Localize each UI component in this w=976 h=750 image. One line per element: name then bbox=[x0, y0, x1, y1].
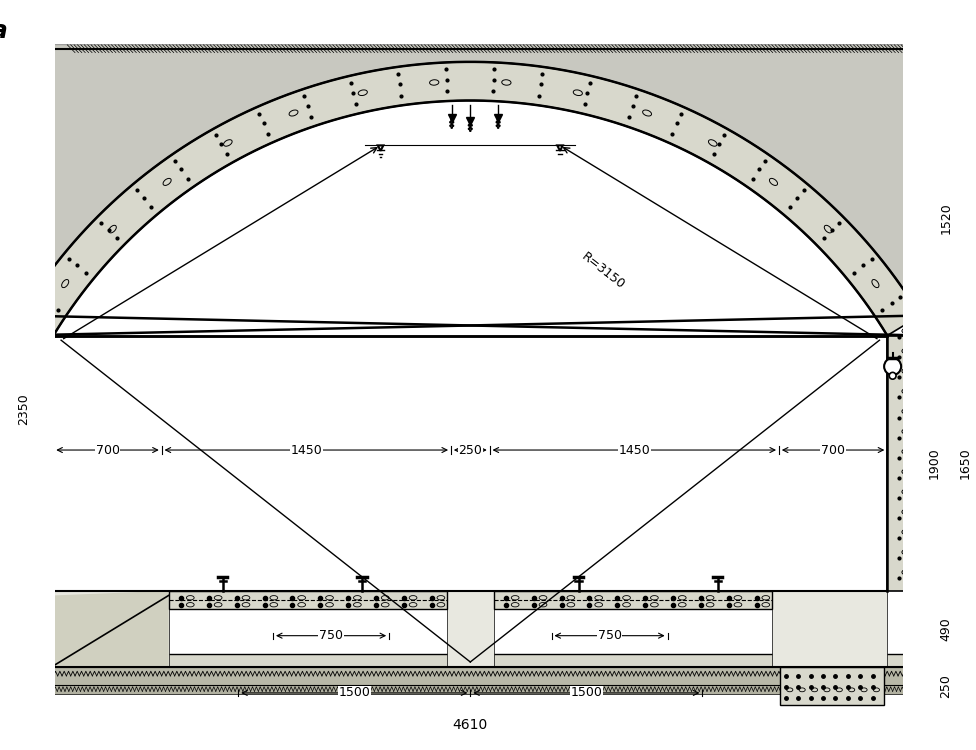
Text: 1450: 1450 bbox=[619, 443, 650, 457]
Circle shape bbox=[452, 125, 454, 127]
Circle shape bbox=[498, 124, 499, 125]
Polygon shape bbox=[15, 335, 54, 591]
Text: 1900: 1900 bbox=[928, 447, 941, 479]
Polygon shape bbox=[169, 591, 447, 610]
Circle shape bbox=[468, 128, 469, 130]
Polygon shape bbox=[887, 335, 926, 591]
Text: 1520: 1520 bbox=[940, 202, 953, 234]
Circle shape bbox=[470, 128, 472, 130]
Text: 1500: 1500 bbox=[339, 686, 370, 700]
Circle shape bbox=[469, 130, 470, 131]
Circle shape bbox=[469, 122, 471, 124]
Circle shape bbox=[499, 122, 500, 123]
Circle shape bbox=[450, 125, 451, 127]
Text: 750: 750 bbox=[319, 629, 343, 642]
Circle shape bbox=[499, 125, 500, 127]
Circle shape bbox=[468, 124, 469, 126]
Polygon shape bbox=[55, 2, 903, 748]
Polygon shape bbox=[447, 591, 494, 667]
Polygon shape bbox=[54, 591, 169, 666]
Polygon shape bbox=[10, 667, 930, 686]
Text: 700: 700 bbox=[821, 443, 845, 457]
Text: 1500: 1500 bbox=[570, 686, 602, 700]
Text: 1450: 1450 bbox=[291, 443, 322, 457]
Text: 700: 700 bbox=[96, 443, 119, 457]
Polygon shape bbox=[0, 679, 956, 694]
Circle shape bbox=[470, 124, 472, 126]
Polygon shape bbox=[54, 591, 169, 667]
Circle shape bbox=[884, 358, 901, 375]
Text: 2350: 2350 bbox=[18, 393, 30, 425]
Text: 250: 250 bbox=[940, 674, 953, 698]
Circle shape bbox=[452, 122, 454, 123]
Circle shape bbox=[889, 372, 896, 380]
Polygon shape bbox=[12, 667, 929, 679]
Circle shape bbox=[451, 124, 453, 125]
Polygon shape bbox=[20, 62, 920, 335]
Text: 750: 750 bbox=[597, 629, 622, 642]
Polygon shape bbox=[780, 667, 884, 705]
Polygon shape bbox=[494, 591, 772, 610]
Circle shape bbox=[497, 119, 499, 121]
Circle shape bbox=[498, 127, 499, 128]
Polygon shape bbox=[772, 591, 887, 667]
Polygon shape bbox=[20, 45, 920, 316]
Text: 490: 490 bbox=[940, 616, 953, 640]
Circle shape bbox=[496, 125, 498, 127]
Circle shape bbox=[451, 127, 452, 128]
Circle shape bbox=[450, 122, 451, 123]
Text: 4610: 4610 bbox=[453, 718, 488, 733]
Text: R=3150: R=3150 bbox=[579, 251, 627, 292]
Circle shape bbox=[496, 122, 498, 123]
Polygon shape bbox=[0, 304, 15, 676]
Text: 1650: 1650 bbox=[958, 447, 972, 479]
Circle shape bbox=[451, 119, 453, 121]
Circle shape bbox=[469, 127, 471, 128]
Text: 250: 250 bbox=[459, 443, 482, 457]
Polygon shape bbox=[926, 304, 956, 676]
Polygon shape bbox=[15, 654, 926, 667]
Text: a: a bbox=[0, 20, 8, 44]
